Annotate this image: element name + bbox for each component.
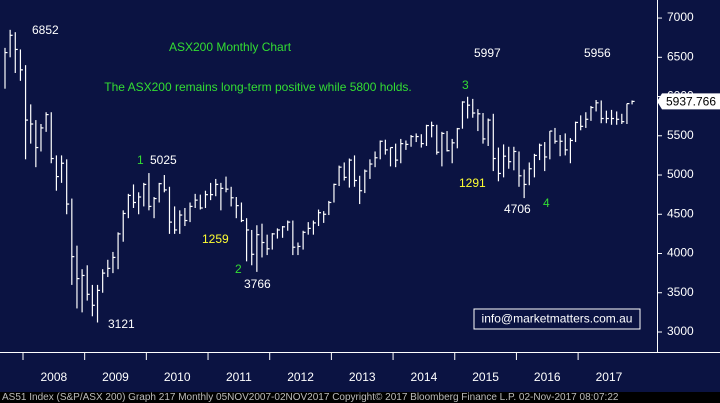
y-tick-label: 3000 bbox=[667, 324, 694, 338]
y-tick-label: 4500 bbox=[667, 206, 694, 220]
x-tick-label: 2008 bbox=[40, 370, 67, 384]
y-axis-background bbox=[657, 0, 720, 352]
annotation: 1259 bbox=[202, 232, 229, 246]
x-tick-label: 2010 bbox=[164, 370, 191, 384]
annotation: 4706 bbox=[504, 202, 531, 216]
x-tick-label: 2013 bbox=[349, 370, 376, 384]
y-tick-label: 5000 bbox=[667, 167, 694, 181]
last-price-label: 5937.766 bbox=[666, 95, 716, 109]
annotation: 5025 bbox=[150, 153, 177, 167]
watermark-box bbox=[473, 308, 641, 330]
chart-title: ASX200 Monthly Chart bbox=[169, 40, 292, 54]
annotation: 3 bbox=[462, 78, 469, 92]
annotation: 3766 bbox=[244, 277, 271, 291]
x-tick-label: 2015 bbox=[472, 370, 499, 384]
y-tick-label: 6500 bbox=[667, 49, 694, 63]
y-tick-label: 7000 bbox=[667, 10, 694, 24]
x-tick-label: 2017 bbox=[596, 370, 623, 384]
annotation: 1 bbox=[137, 153, 144, 167]
annotation: 3121 bbox=[108, 317, 135, 331]
annotation: 5956 bbox=[584, 46, 611, 60]
footer-background bbox=[0, 392, 720, 403]
annotation: 6852 bbox=[32, 23, 59, 37]
x-tick-label: 2016 bbox=[534, 370, 561, 384]
annotation: 1291 bbox=[459, 176, 486, 190]
y-tick-label: 3500 bbox=[667, 285, 694, 299]
chart-subtitle: The ASX200 remains long-term positive wh… bbox=[104, 80, 412, 94]
x-axis-background bbox=[0, 352, 720, 392]
x-tick-label: 2014 bbox=[411, 370, 438, 384]
plot-background bbox=[0, 0, 657, 352]
x-tick-label: 2011 bbox=[226, 370, 252, 384]
last-price-tag bbox=[657, 93, 720, 110]
footer: AS51 Index (S&P/ASX 200) Graph 217 Month… bbox=[2, 392, 619, 403]
x-tick-label: 2009 bbox=[102, 370, 129, 384]
watermark: info@marketmatters.com.au bbox=[482, 312, 633, 326]
x-tick-label: 2012 bbox=[287, 370, 314, 384]
annotation: 5997 bbox=[474, 46, 501, 60]
annotation: 2 bbox=[235, 262, 242, 276]
annotation: 4 bbox=[543, 196, 550, 210]
y-tick-label: 5500 bbox=[667, 128, 694, 142]
y-tick-label: 4000 bbox=[667, 246, 694, 260]
